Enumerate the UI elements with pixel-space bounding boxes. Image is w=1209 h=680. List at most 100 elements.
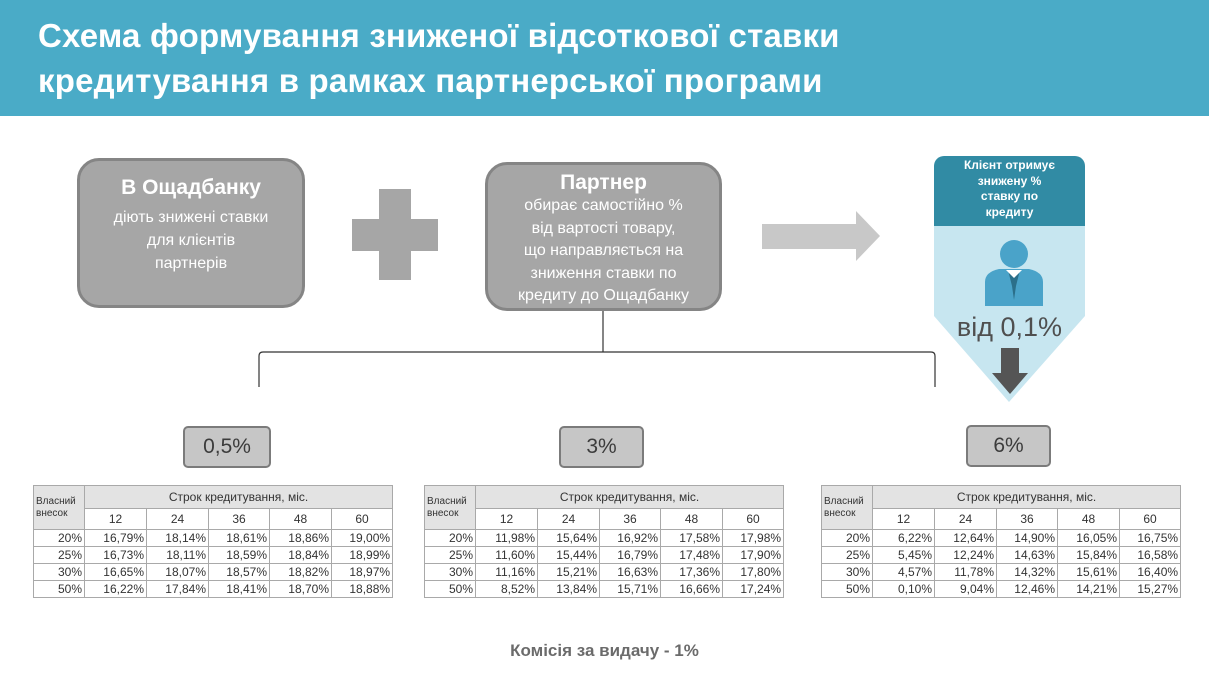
rate-cell: 18,82% — [269, 563, 332, 581]
partner-rate-option: 3% — [559, 426, 644, 468]
rate-cell: 6,22% — [872, 529, 935, 547]
rate-cell: 16,79% — [599, 546, 661, 564]
rate-cell: 17,90% — [721, 546, 785, 564]
rate-cell: 16,58% — [1118, 546, 1182, 564]
down-payment-cell: 20% — [33, 529, 85, 547]
down-payment-cell: 50% — [821, 580, 873, 598]
term-cell: 24 — [537, 508, 600, 530]
owner-label: внесок — [824, 507, 856, 519]
table-row: 20% 11,98% 15,64% 16,92% 17,58% 17,98% — [424, 529, 785, 547]
partner-info-box: Партнер обирає самостійно % від вартості… — [485, 162, 722, 311]
rate-cell: 12,24% — [934, 546, 997, 564]
table-row: 20% 16,79% 18,14% 18,61% 18,86% 19,00% — [33, 529, 394, 547]
rate-cell: 9,04% — [934, 580, 997, 598]
term-cell: 48 — [1057, 508, 1120, 530]
bank-line: партнерів — [154, 255, 228, 272]
term-cell: 36 — [996, 508, 1058, 530]
client-rate: від 0,1% — [956, 312, 1063, 342]
table-header-row: 12 24 36 48 60 — [425, 508, 785, 530]
rate-cell: 18,57% — [208, 563, 270, 581]
table-row: 30% 4,57% 11,78% 14,32% 15,61% 16,40% — [821, 563, 1182, 581]
term-cell: 60 — [721, 508, 785, 530]
term-header: Строк кредитування, міс. — [474, 485, 785, 509]
partner-line: зниження ставки по — [530, 264, 677, 282]
page-title-line-2: кредитування в рамках партнерської прогр… — [38, 62, 823, 99]
down-payment-cell: 25% — [821, 546, 873, 564]
rate-cell: 18,99% — [330, 546, 394, 564]
bank-title: В Ощадбанку — [121, 176, 261, 199]
client-line: знижену % — [977, 173, 1042, 188]
rate-cell: 16,22% — [84, 580, 147, 598]
table-row: 50% 0,10% 9,04% 12,46% 14,21% 15,27% — [821, 580, 1182, 598]
header-banner: Схема формування зниженої відсоткової ст… — [0, 0, 1209, 116]
rate-cell: 15,44% — [537, 546, 600, 564]
rate-cell: 14,63% — [996, 546, 1058, 564]
rate-cell: 17,80% — [721, 563, 785, 581]
bank-info-box: В Ощадбанку діють знижені ставки для клі… — [77, 158, 305, 308]
rate-cell: 15,61% — [1057, 563, 1120, 581]
partner-line: обирає самостійно % — [524, 197, 683, 214]
rate-cell: 15,84% — [1057, 546, 1120, 564]
client-line: кредиту — [985, 204, 1034, 219]
owner-label: Власний — [36, 495, 76, 507]
rate-cell: 11,98% — [475, 529, 538, 547]
table-row: 30% 11,16% 15,21% 16,63% 17,36% 17,80% — [424, 563, 785, 581]
term-cell: 48 — [269, 508, 332, 530]
down-payment-cell: 25% — [33, 546, 85, 564]
owner-contribution-header: Власний внесок — [821, 485, 873, 530]
rate-cell: 11,16% — [475, 563, 538, 581]
partner-line: що направляється на — [523, 242, 684, 259]
term-cell: 24 — [934, 508, 997, 530]
owner-label: Власний — [824, 495, 864, 507]
partner-title: Партнер — [560, 171, 647, 194]
rate-cell: 15,71% — [599, 580, 661, 598]
client-line: ставку по — [980, 189, 1039, 203]
rate-cell: 18,88% — [330, 580, 394, 598]
rate-cell: 8,52% — [475, 580, 538, 598]
term-cell: 12 — [475, 508, 538, 530]
client-line: Клієнт отримує — [963, 158, 1055, 172]
client-panel-bg — [934, 226, 1085, 402]
rate-cell: 16,65% — [84, 563, 147, 581]
table-header-row: 12 24 36 48 60 — [34, 508, 394, 530]
page-title-line-1: Схема формування зниженої відсоткової ст… — [38, 17, 840, 54]
down-payment-cell: 50% — [33, 580, 85, 598]
table-row: 30% 16,65% 18,07% 18,57% 18,82% 18,97% — [33, 563, 394, 581]
rate-cell: 18,11% — [146, 546, 209, 564]
bracket-line — [258, 351, 936, 387]
rate-cell: 15,21% — [537, 563, 600, 581]
client-panel-header: Клієнт отримує знижену % ставку по креди… — [934, 156, 1085, 226]
rate-cell: 16,92% — [599, 529, 661, 547]
partner-rate-option: 6% — [966, 425, 1051, 467]
rate-cell: 18,84% — [269, 546, 332, 564]
rate-cell: 17,36% — [660, 563, 723, 581]
rate-cell: 14,90% — [996, 529, 1058, 547]
rate-table: Власний внесок Строк кредитування, міс. 12 2… — [424, 485, 785, 598]
rate-cell: 17,84% — [146, 580, 209, 598]
rate-cell: 18,41% — [208, 580, 270, 598]
plus-icon — [352, 189, 438, 280]
rate-cell: 18,14% — [146, 529, 209, 547]
rate-cell: 18,97% — [330, 563, 394, 581]
rate-cell: 16,05% — [1057, 529, 1120, 547]
table-header-row: Власний внесок Строк кредитування, міс. — [424, 485, 785, 530]
rate-cell: 17,98% — [721, 529, 785, 547]
rate-cell: 4,57% — [872, 563, 935, 581]
term-cell: 60 — [330, 508, 394, 530]
down-payment-cell: 30% — [821, 563, 873, 581]
table-header-row: Власний внесок Строк кредитування, міс. — [821, 485, 1182, 530]
rate-cell: 18,86% — [269, 529, 332, 547]
rate-cell: 16,63% — [599, 563, 661, 581]
rate-cell: 18,59% — [208, 546, 270, 564]
rate-cell: 16,40% — [1118, 563, 1182, 581]
table-row: 20% 6,22% 12,64% 14,90% 16,05% 16,75% — [821, 529, 1182, 547]
rate-cell: 16,73% — [84, 546, 147, 564]
rate-cell: 14,21% — [1057, 580, 1120, 598]
right-arrow-icon — [762, 211, 880, 261]
rate-cell: 16,79% — [84, 529, 147, 547]
rate-cell: 16,75% — [1118, 529, 1182, 547]
table-row: 25% 16,73% 18,11% 18,59% 18,84% 18,99% — [33, 546, 394, 564]
rate-cell: 18,61% — [208, 529, 270, 547]
table-row: 50% 16,22% 17,84% 18,41% 18,70% 18,88% — [33, 580, 394, 598]
